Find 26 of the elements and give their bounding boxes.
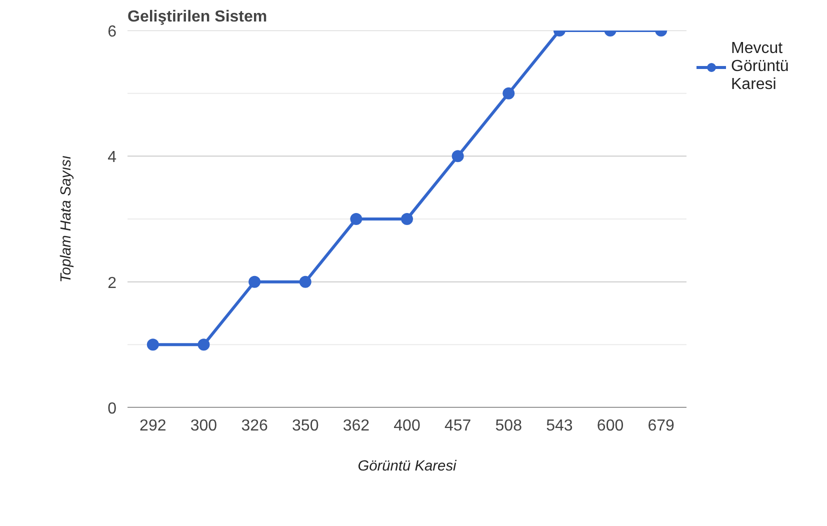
point xyxy=(299,276,312,288)
x-tick-label: 326 xyxy=(241,418,268,434)
point xyxy=(452,150,464,162)
chart-title: Geliştirilen Sistem xyxy=(128,8,268,26)
x-tick-label: 362 xyxy=(342,418,370,434)
y-tick-label: 0 xyxy=(108,400,117,418)
x-tick-label: 679 xyxy=(648,418,675,434)
point xyxy=(401,213,413,225)
x-tick-label: 457 xyxy=(444,418,472,434)
x-axis-title: Görüntü Karesi xyxy=(358,458,458,474)
point xyxy=(350,213,362,225)
y-tick-label: 2 xyxy=(108,274,117,292)
point xyxy=(248,276,261,288)
y-tick-label: 6 xyxy=(108,24,117,40)
legend-label: Mevcut Görüntü Karesi xyxy=(731,40,789,94)
x-tick-label: 508 xyxy=(495,418,522,434)
x-tick-label: 400 xyxy=(394,418,420,434)
x-tick-label: 292 xyxy=(140,418,166,434)
x-tick-label: 543 xyxy=(546,418,573,434)
point xyxy=(146,338,159,351)
x-tick-label: 350 xyxy=(292,418,319,434)
x-tick-label: 300 xyxy=(190,418,218,434)
y-axis-title: Toplam Hata Sayısı xyxy=(58,155,75,283)
x-tick-label: 600 xyxy=(596,418,624,434)
point xyxy=(198,338,210,351)
y-tick-label: 4 xyxy=(108,149,117,166)
